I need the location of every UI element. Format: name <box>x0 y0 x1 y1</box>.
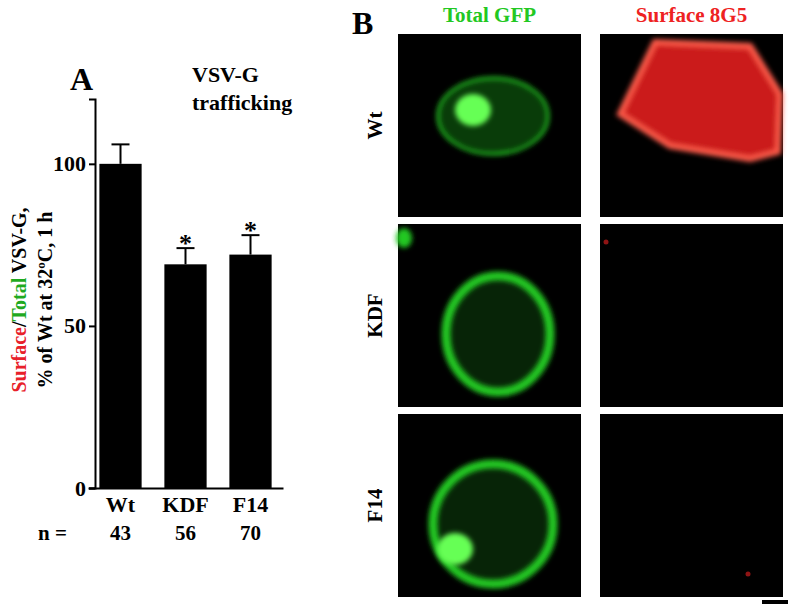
y-tick-label: 50 <box>64 313 86 338</box>
micrograph <box>600 414 783 597</box>
y-tick-label: 0 <box>75 476 86 501</box>
cell-body <box>433 464 553 584</box>
x-tick: KDF <box>162 488 208 517</box>
x-tick-label: KDF <box>162 492 208 517</box>
x-tick-label: F14 <box>233 492 268 517</box>
y-tick-mark <box>89 163 95 165</box>
panel-label: B <box>352 5 373 41</box>
y-axis-title: % of Wt at 32ºC, 1 h <box>34 212 56 389</box>
n-value: 70 <box>240 521 261 545</box>
error-cap <box>112 143 130 145</box>
cell-body <box>446 276 550 392</box>
bar <box>99 164 141 488</box>
significance-marker: * <box>179 229 192 258</box>
scale-bar <box>762 600 788 604</box>
micrograph-background <box>398 224 581 407</box>
neighbor-cell <box>396 228 412 248</box>
surface-stain <box>620 42 780 159</box>
significance-marker: * <box>244 216 257 245</box>
y-axis-title-part: % of Wt at 32ºC, 1 h <box>34 212 56 389</box>
micrograph-background <box>398 34 581 217</box>
column-header: Surface 8G5 <box>636 3 747 27</box>
n-value: 43 <box>110 521 131 545</box>
micrograph-background <box>600 414 783 597</box>
y-axis-title: Surface/Total VSV-G, <box>8 207 30 392</box>
y-tick-mark <box>89 325 95 327</box>
x-axis: Wt KDF F14 <box>89 488 284 517</box>
y-tick: 100 <box>53 151 95 176</box>
figure: A VSV-G trafficking Surface/Total VSV-G,% o… <box>0 0 800 612</box>
bar <box>229 255 271 488</box>
title-line: VSV-G <box>192 62 259 87</box>
panel-label: A <box>70 61 93 97</box>
x-tick-label: Wt <box>106 492 136 517</box>
column-header: Total GFP <box>443 3 536 27</box>
micrograph-background <box>398 414 581 597</box>
micrograph <box>600 34 783 217</box>
micrograph <box>396 224 581 407</box>
y-axis: 0 50 100 <box>53 100 96 501</box>
y-axis-title-part: Total <box>8 277 30 321</box>
y-tick-label: 100 <box>53 151 86 176</box>
y-axis-line <box>89 100 96 489</box>
chart-title: VSV-G trafficking <box>192 62 292 115</box>
surface-speck <box>604 240 609 245</box>
n-value: 56 <box>175 521 196 545</box>
micrograph <box>398 414 581 597</box>
row-label: KDF <box>363 293 387 337</box>
n-label: n = <box>38 521 67 545</box>
error-bar <box>112 144 130 163</box>
error-whisker <box>120 144 122 163</box>
cell-golgi <box>455 94 491 126</box>
y-tick: 50 <box>64 313 95 338</box>
y-axis-title-part: VSV-G, <box>8 207 30 277</box>
micrograph <box>600 224 783 407</box>
row-label: Wt <box>363 112 387 140</box>
micrograph-background <box>600 34 783 217</box>
micrograph <box>398 34 581 217</box>
x-tick: F14 <box>233 488 268 517</box>
plot-area <box>99 144 271 488</box>
cell-golgi <box>437 533 473 565</box>
cell-body <box>438 78 548 154</box>
micrograph-background <box>600 224 783 407</box>
surface-speck <box>746 572 751 577</box>
row-label: F14 <box>363 488 387 522</box>
bar <box>164 264 206 488</box>
y-axis-title-part: Surface <box>8 327 30 393</box>
title-line: trafficking <box>192 90 292 115</box>
x-tick: Wt <box>106 488 136 517</box>
